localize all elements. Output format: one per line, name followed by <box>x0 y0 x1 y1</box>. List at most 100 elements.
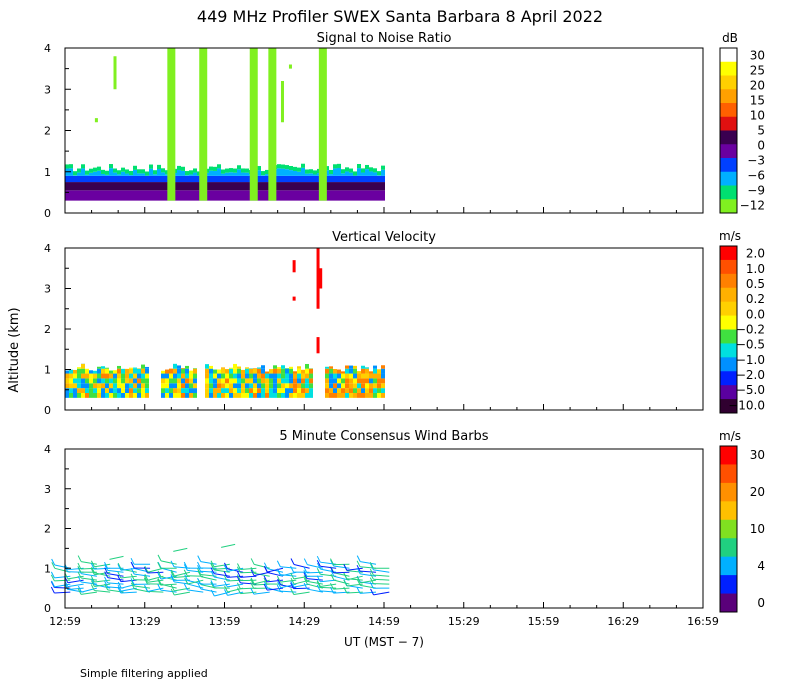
snr-cell <box>177 190 181 201</box>
wind-barb-flag <box>117 564 122 571</box>
wind-barb-flag <box>316 560 321 567</box>
velocity-cell <box>221 368 225 374</box>
velocity-cell <box>277 392 281 398</box>
velocity-cell <box>177 383 181 389</box>
velocity-cell <box>301 392 305 398</box>
velocity-cell <box>141 364 145 369</box>
colorbar-swatch <box>720 556 737 576</box>
wind-barb-flag <box>77 571 82 579</box>
wind-barb-flag <box>330 570 335 577</box>
snr-cell <box>125 175 129 183</box>
snr-cell <box>277 175 281 183</box>
velocity-cell <box>133 368 137 374</box>
wind-barb <box>253 572 270 577</box>
panel-2: Vertical Velocity 0 1 2 3 4 m/s 2.01.00.50.20.0… <box>44 229 765 417</box>
snr-cell <box>185 190 189 201</box>
wind-barb-flag <box>51 562 56 569</box>
snr-cell <box>281 182 285 191</box>
colorbar-label: −6 <box>747 169 765 183</box>
wind-barb-flag <box>250 569 255 576</box>
velocity-cell <box>301 383 305 389</box>
velocity-cell <box>337 383 341 389</box>
x-tick-label: 15:59 <box>528 615 560 628</box>
velocity-cell <box>165 392 169 398</box>
velocity-cell <box>109 383 113 389</box>
snr-cell <box>285 169 289 176</box>
colorbar-swatch <box>720 199 737 214</box>
velocity-cell <box>369 371 373 374</box>
snr-cell <box>289 182 293 191</box>
wind-barb-flag <box>210 567 215 574</box>
snr-cell <box>117 175 121 183</box>
wind-barb-flag <box>77 585 82 593</box>
velocity-cell <box>77 392 81 398</box>
snr-cell <box>121 190 125 201</box>
velocity-cell <box>309 373 313 379</box>
wind-barb-flag <box>157 583 162 591</box>
velocity-cell <box>289 373 293 379</box>
velocity-cell <box>241 392 245 398</box>
snr-cell <box>305 182 309 191</box>
velocity-cell <box>141 392 145 398</box>
velocity-cell <box>341 383 345 389</box>
velocity-cell <box>193 392 197 398</box>
snr-cell <box>305 190 309 201</box>
velocity-cell <box>273 392 277 398</box>
snr-cell <box>349 175 353 183</box>
velocity-cell <box>205 378 209 384</box>
wind-barb-flag <box>223 565 228 572</box>
velocity-cell <box>265 388 269 393</box>
wind-barb <box>267 587 284 591</box>
colorbar-label: −1.0 <box>736 353 765 367</box>
velocity-echo <box>319 268 323 289</box>
snr-cell <box>373 172 377 176</box>
velocity-cell <box>97 366 101 369</box>
snr-cell <box>309 175 313 183</box>
wind-barb-flag <box>184 577 189 585</box>
velocity-cell <box>277 373 281 379</box>
velocity-cell <box>261 383 265 389</box>
y-tick-label: 1 <box>44 166 51 179</box>
snr-cell <box>85 182 89 191</box>
wind-barb-flag <box>303 572 308 579</box>
wind-barb-flag <box>356 560 361 568</box>
snr-cell <box>105 174 109 176</box>
wind-barb-flag <box>250 566 255 574</box>
snr-cell <box>281 175 285 183</box>
snr-cell <box>129 170 133 176</box>
velocity-cell <box>369 383 373 389</box>
snr-echo <box>113 56 117 90</box>
snr-cell <box>333 168 337 176</box>
velocity-cell <box>145 378 149 384</box>
velocity-cell <box>141 383 145 389</box>
colorbar-swatch <box>720 357 737 372</box>
snr-cell <box>101 175 105 183</box>
wind-barb-flag <box>250 587 255 595</box>
velocity-cell <box>217 369 221 374</box>
snr-cell <box>209 175 213 183</box>
velocity-cell <box>281 378 285 384</box>
velocity-cell <box>69 373 73 379</box>
velocity-cell <box>273 368 277 374</box>
snr-cell <box>97 190 101 201</box>
velocity-cell <box>365 378 369 384</box>
snr-cell <box>185 171 189 176</box>
velocity-cell <box>329 378 333 384</box>
wind-barb-flag <box>197 565 202 572</box>
velocity-cell <box>305 373 309 379</box>
wind-barb-flag <box>197 577 201 585</box>
snr-cell <box>333 182 337 191</box>
snr-cell <box>137 173 141 176</box>
velocity-cell <box>145 388 149 393</box>
velocity-cell <box>161 392 165 398</box>
wind-barb <box>240 567 257 571</box>
snr-cell <box>345 175 349 183</box>
wind-barb <box>307 588 323 593</box>
wind-barb <box>107 589 124 593</box>
snr-cell <box>241 168 245 173</box>
velocity-cell <box>101 366 105 369</box>
snr-echo <box>94 118 98 123</box>
wind-barb-flag <box>223 574 228 582</box>
velocity-cell <box>309 378 313 384</box>
wind-barb <box>240 575 257 578</box>
